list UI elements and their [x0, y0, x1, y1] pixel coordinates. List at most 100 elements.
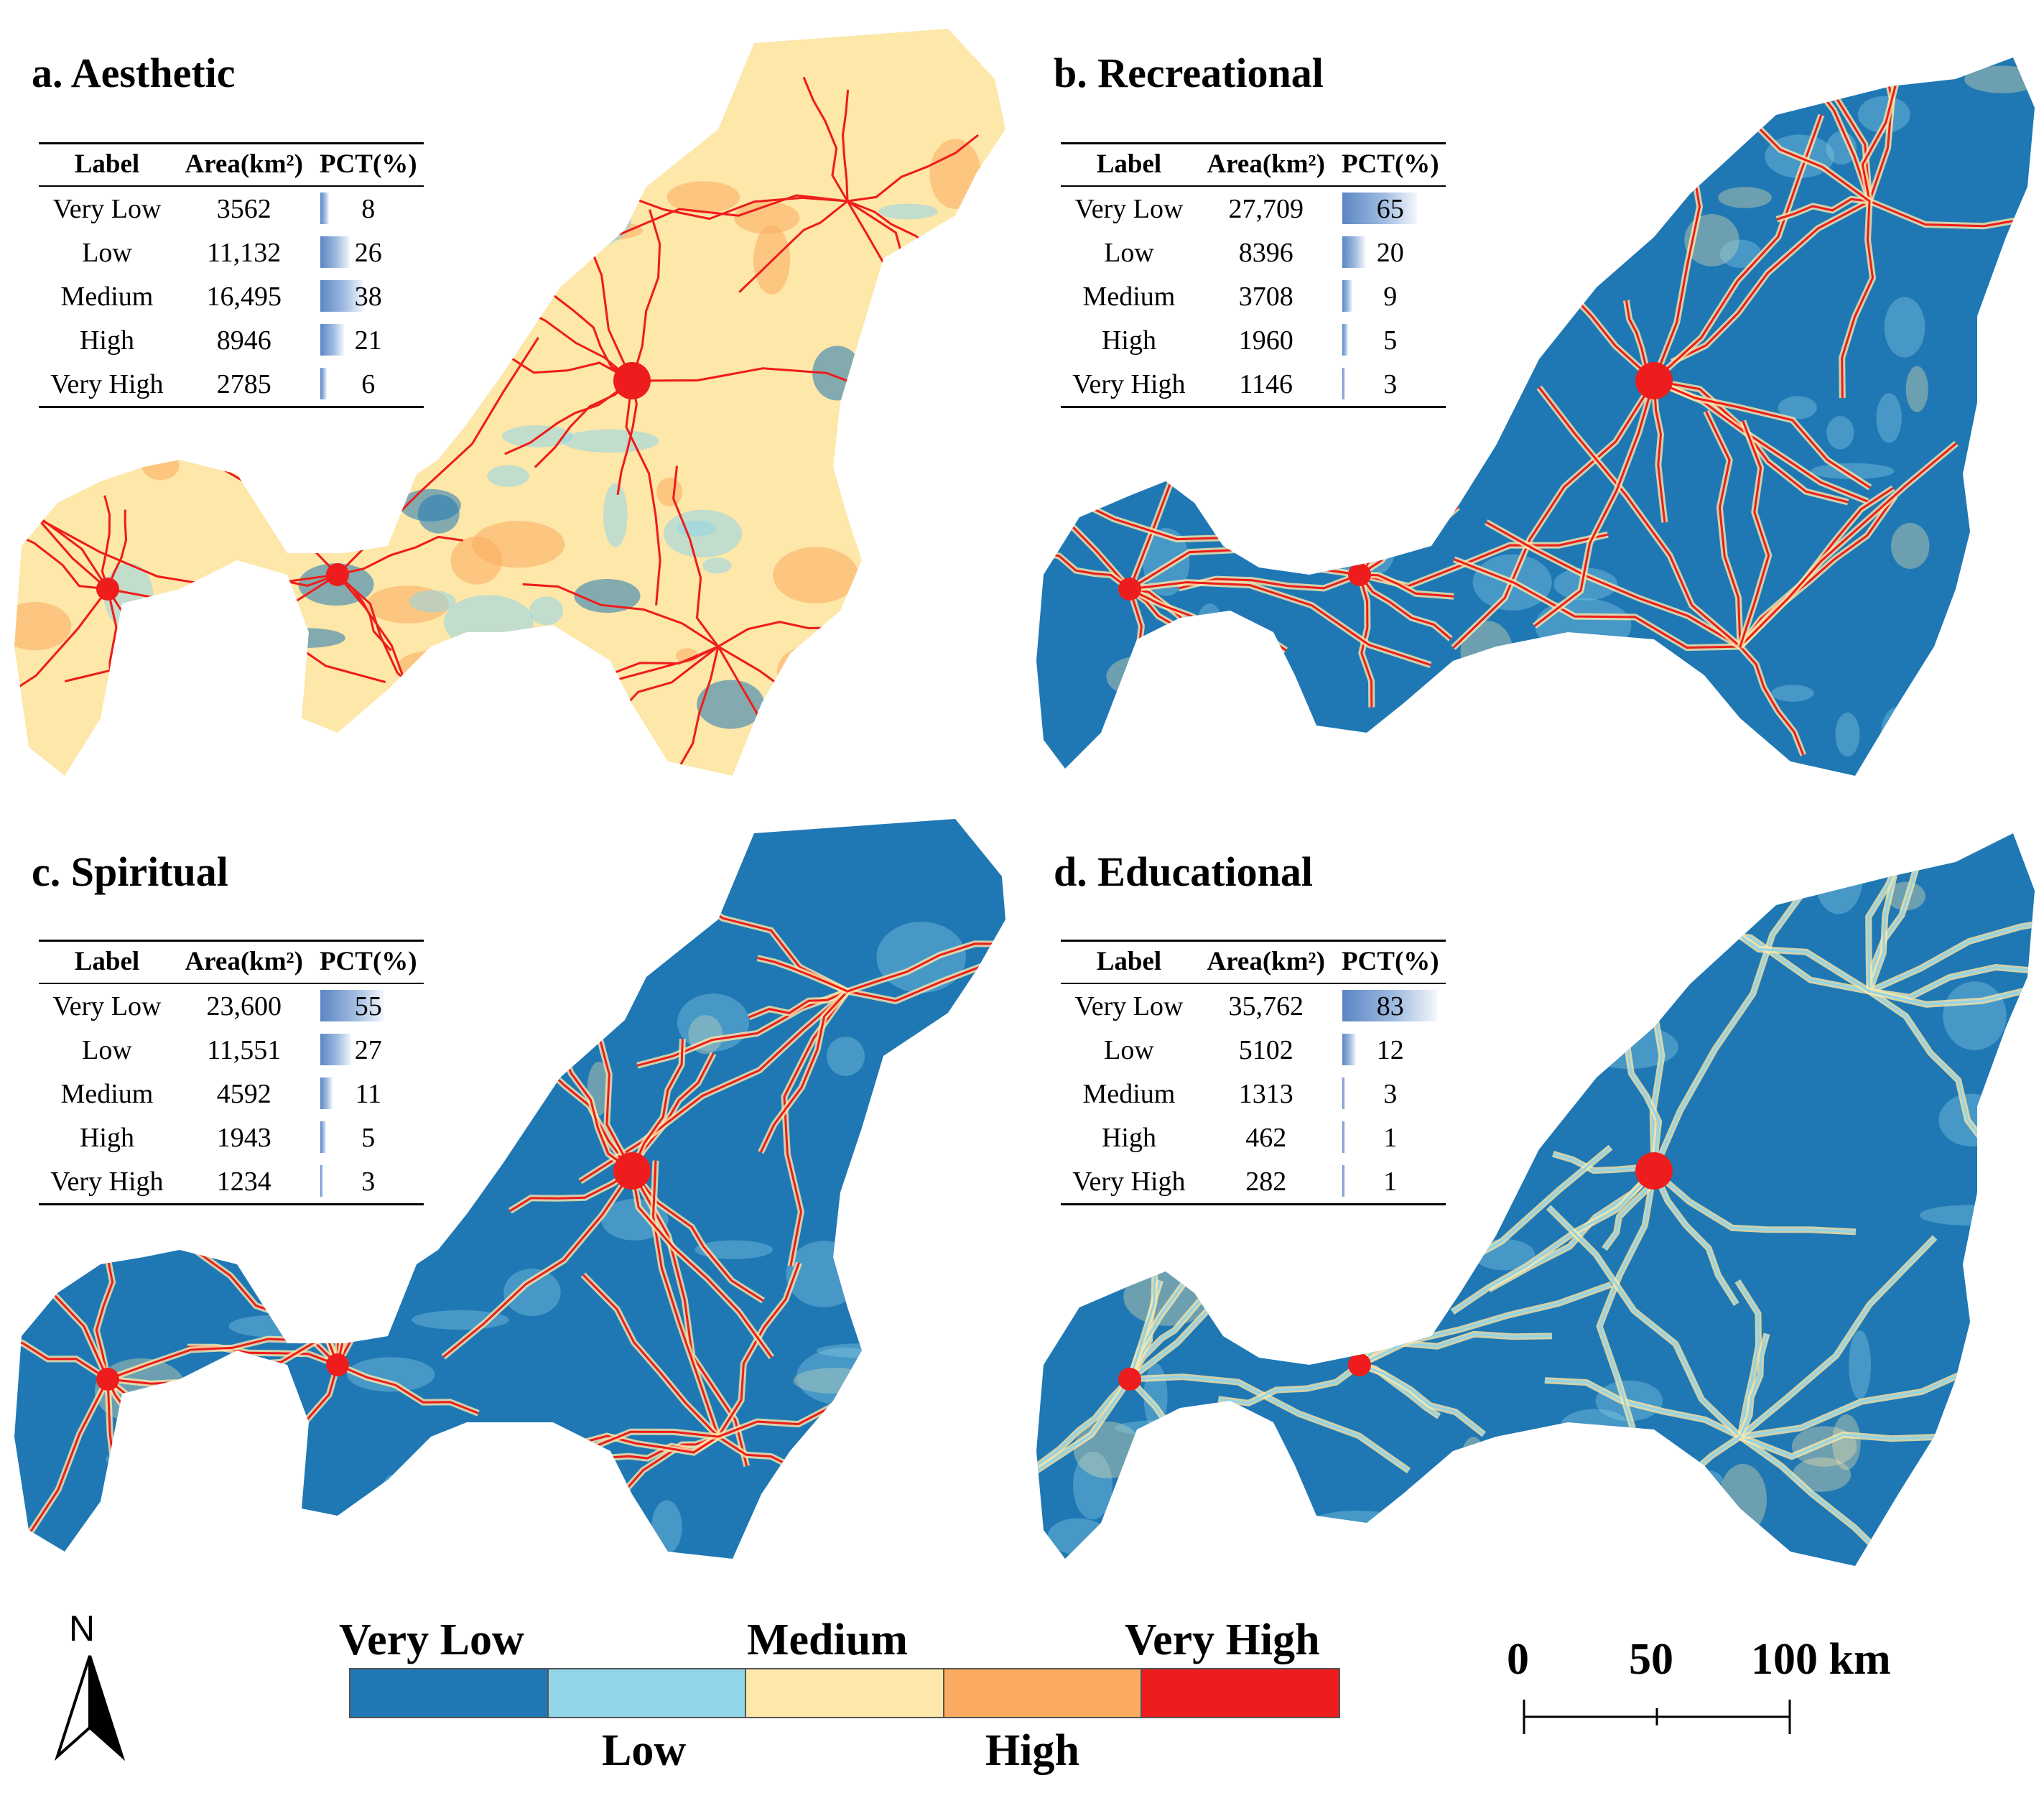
panel-title: c. Spiritual	[32, 848, 228, 895]
corridor-line	[1653, 1170, 1738, 1305]
texture-patch	[869, 697, 954, 748]
pct-bar	[320, 1165, 324, 1197]
corridor-line	[107, 1378, 205, 1458]
corridor-line	[14, 518, 108, 590]
texture-patch	[474, 843, 562, 870]
corridor-line	[580, 990, 848, 1182]
texture-patch	[1964, 65, 2035, 93]
row-label: Very High	[39, 1159, 175, 1205]
class-area-table: Label Area(km²) PCT(%) Very Low 23,600 55 Low 1…	[39, 940, 424, 1205]
table-row: Medium 4592 11	[39, 1072, 424, 1116]
corridor-line	[625, 380, 661, 606]
row-pct-cell: 26	[313, 231, 424, 274]
texture-patch	[228, 1315, 317, 1338]
corridor-line	[14, 1319, 108, 1381]
row-label: Very High	[39, 362, 175, 408]
pct-bar	[320, 236, 350, 268]
texture-patch	[455, 1444, 504, 1502]
table-row: Very Low 23,600 55	[39, 983, 424, 1028]
table-row: Low 11,132 26	[39, 231, 424, 274]
corridor-line	[1739, 420, 1770, 647]
table-row: Medium 3708 9	[1061, 274, 1446, 318]
texture-patch	[356, 717, 389, 733]
row-pct: 5	[361, 1122, 376, 1153]
scale-bar	[1523, 1700, 1791, 1734]
class-area-table: Label Area(km²) PCT(%) Very Low 27,709 65 Low 8…	[1061, 142, 1446, 408]
texture-patch	[849, 373, 905, 420]
table-row: Low 5102 12	[1061, 1028, 1446, 1072]
row-label: Very Low	[52, 991, 162, 1021]
corridor-line	[847, 957, 1005, 1003]
texture-patch	[656, 477, 683, 506]
row-pct: 55	[354, 991, 382, 1021]
texture-patch	[1073, 1451, 1112, 1520]
corridor-line	[1653, 379, 1849, 504]
corridor-line	[1218, 1363, 1360, 1404]
corridor-line	[509, 1169, 633, 1212]
texture-patch	[14, 602, 72, 651]
corridor-line	[631, 1170, 773, 1358]
texture-patch	[1854, 834, 1915, 856]
texture-patch	[450, 536, 503, 585]
row-area: 8946	[216, 325, 271, 356]
legend-label-very-low: Very Low	[339, 1616, 524, 1664]
row-area: 11,551	[207, 1034, 282, 1065]
pct-bar	[1342, 236, 1365, 268]
row-area: 8396	[1238, 237, 1293, 268]
hotspot	[1118, 578, 1141, 601]
corridor-halo	[104, 1378, 139, 1559]
class-area-table: Label Area(km²) PCT(%) Very Low 35,762 83 Low 5…	[1061, 940, 1446, 1205]
table-header-area: Area(km²)	[175, 142, 313, 187]
row-pct-cell: 1	[1335, 1116, 1446, 1159]
row-label: Very Low	[1074, 193, 1184, 224]
texture-patch	[1353, 432, 1413, 458]
row-pct-cell: 11	[313, 1072, 424, 1116]
table-row: Very High 282 1	[1061, 1159, 1446, 1205]
row-pct: 83	[1376, 991, 1404, 1021]
corridor-line	[847, 134, 979, 203]
row-pct: 11	[355, 1078, 382, 1109]
texture-patch	[1943, 981, 2007, 1050]
row-area: 23,600	[206, 991, 282, 1021]
texture-patch	[734, 201, 800, 234]
row-area: 35,762	[1228, 991, 1304, 1021]
texture-patch	[121, 598, 187, 646]
row-pct: 27	[354, 1034, 382, 1065]
texture-patch	[695, 1240, 774, 1259]
texture-patch	[1655, 88, 1688, 119]
texture-patch	[503, 1269, 561, 1317]
corridor-line	[1653, 114, 1823, 382]
row-pct-cell: 3	[1335, 1072, 1446, 1116]
legend-swatch-very-high	[1142, 1669, 1339, 1717]
corridor-line	[1739, 442, 1957, 648]
corridor-line	[442, 1170, 633, 1358]
texture-patch	[539, 193, 631, 249]
row-pct: 21	[354, 325, 382, 356]
texture-patch	[969, 410, 997, 431]
legend-label-very-high: Very High	[1125, 1616, 1320, 1664]
table-header-pct: PCT(%)	[312, 940, 424, 984]
texture-patch	[1165, 430, 1230, 476]
corridor-line	[1626, 1047, 1660, 1172]
texture-patch	[106, 1208, 154, 1253]
texture-patch	[1460, 1437, 1486, 1488]
hotspot	[326, 1353, 349, 1376]
corridor-line	[1841, 200, 1875, 399]
row-area: 3708	[1238, 281, 1293, 312]
corridor-line	[717, 646, 822, 776]
corridor-line	[1598, 1170, 1655, 1434]
corridor-line	[549, 291, 633, 382]
corridor-line	[1653, 380, 1666, 523]
row-label: Very Low	[52, 193, 162, 224]
table-row: Very High 1146 3	[1061, 362, 1446, 408]
corridor-line	[1036, 1378, 1131, 1566]
row-pct-cell: 5	[1335, 318, 1446, 362]
texture-patch	[878, 203, 939, 220]
table-row: High 462 1	[1061, 1116, 1446, 1159]
corridor-line	[577, 1435, 719, 1454]
texture-patch	[1143, 527, 1190, 596]
row-pct-cell: 38	[313, 274, 424, 318]
texture-patch	[442, 187, 471, 208]
row-label: High	[1101, 1122, 1156, 1153]
map-panel-aesthetic: a. Aesthetic Label Area(km²) PCT(%) Very Lo…	[0, 0, 1022, 790]
